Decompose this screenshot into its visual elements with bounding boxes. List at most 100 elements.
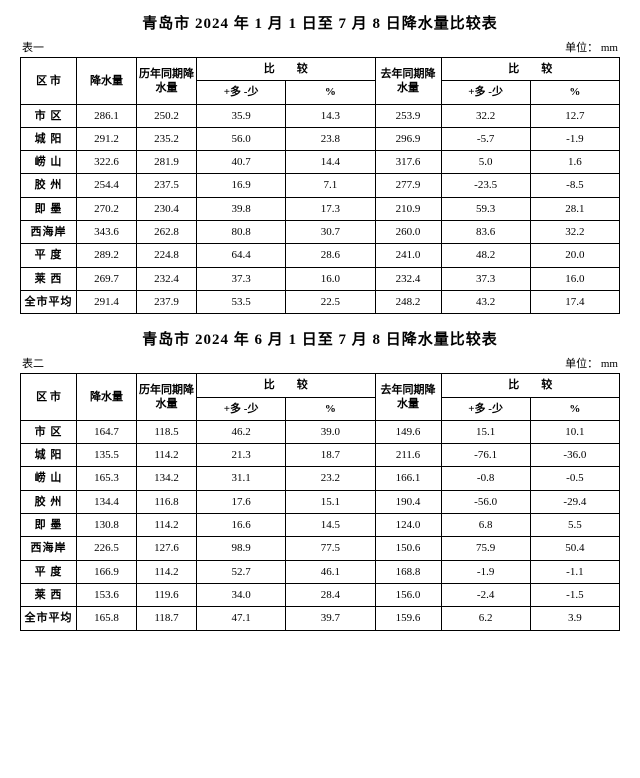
cell-hist: 237.5 xyxy=(137,174,197,197)
cell-diff: 39.8 xyxy=(197,197,286,220)
cell-diff: 21.3 xyxy=(197,444,286,467)
cell-pct: 7.1 xyxy=(286,174,375,197)
cell-pct2: -1.1 xyxy=(530,560,619,583)
table-row: 崂 山322.6281.940.714.4317.65.01.6 xyxy=(21,151,620,174)
cell-pct: 46.1 xyxy=(286,560,375,583)
cell-last: 277.9 xyxy=(375,174,441,197)
cell-diff2: 6.2 xyxy=(441,607,530,630)
cell-pct2: 32.2 xyxy=(530,221,619,244)
cell-pct2: 16.0 xyxy=(530,267,619,290)
cell-diff: 98.9 xyxy=(197,537,286,560)
cell-last: 211.6 xyxy=(375,444,441,467)
cell-precip: 291.2 xyxy=(77,127,137,150)
cell-diff: 31.1 xyxy=(197,467,286,490)
cell-hist: 224.8 xyxy=(137,244,197,267)
cell-diff2: 75.9 xyxy=(441,537,530,560)
cell-pct: 18.7 xyxy=(286,444,375,467)
cell-last: 168.8 xyxy=(375,560,441,583)
cell-diff2: 5.0 xyxy=(441,151,530,174)
cell-hist: 119.6 xyxy=(137,583,197,606)
table-row: 平 度289.2224.864.428.6241.048.220.0 xyxy=(21,244,620,267)
cell-precip: 166.9 xyxy=(77,560,137,583)
header-precip: 降水量 xyxy=(77,374,137,421)
table-row: 即 墨270.2230.439.817.3210.959.328.1 xyxy=(21,197,620,220)
cell-pct: 77.5 xyxy=(286,537,375,560)
cell-precip: 254.4 xyxy=(77,174,137,197)
cell-hist: 230.4 xyxy=(137,197,197,220)
cell-region: 市 区 xyxy=(21,420,77,443)
cell-diff: 64.4 xyxy=(197,244,286,267)
cell-precip: 286.1 xyxy=(77,104,137,127)
table-row: 胶 州254.4237.516.97.1277.9-23.5-8.5 xyxy=(21,174,620,197)
table-header-row: 区 市降水量历年同期降水量比 较去年同期降水量比 较 xyxy=(21,58,620,81)
cell-diff: 37.3 xyxy=(197,267,286,290)
header-lastyear: 去年同期降水量 xyxy=(375,374,441,421)
table-row: 全市平均291.4237.953.522.5248.243.217.4 xyxy=(21,290,620,313)
cell-region: 城 阳 xyxy=(21,127,77,150)
cell-diff: 80.8 xyxy=(197,221,286,244)
cell-last: 241.0 xyxy=(375,244,441,267)
header-pct2: % xyxy=(530,81,619,104)
precipitation-table: 区 市降水量历年同期降水量比 较去年同期降水量比 较+多 -少%+多 -少%市 … xyxy=(20,57,620,314)
table-section-2: 青岛市 2024 年 6 月 1 日至 7 月 8 日降水量比较表表二单位： m… xyxy=(20,328,620,630)
table-row: 平 度166.9114.252.746.1168.8-1.9-1.1 xyxy=(21,560,620,583)
cell-pct2: 10.1 xyxy=(530,420,619,443)
cell-diff: 40.7 xyxy=(197,151,286,174)
cell-region: 莱 西 xyxy=(21,267,77,290)
cell-region: 城 阳 xyxy=(21,444,77,467)
cell-last: 166.1 xyxy=(375,467,441,490)
cell-pct2: -29.4 xyxy=(530,490,619,513)
table-meta-row: 表二单位： mm xyxy=(20,355,620,371)
table-row: 西海岸343.6262.880.830.7260.083.632.2 xyxy=(21,221,620,244)
cell-region: 即 墨 xyxy=(21,197,77,220)
cell-precip: 134.4 xyxy=(77,490,137,513)
cell-hist: 250.2 xyxy=(137,104,197,127)
cell-pct: 39.7 xyxy=(286,607,375,630)
table-row: 全市平均165.8118.747.139.7159.66.23.9 xyxy=(21,607,620,630)
cell-last: 149.6 xyxy=(375,420,441,443)
cell-diff2: 37.3 xyxy=(441,267,530,290)
cell-region: 莱 西 xyxy=(21,583,77,606)
cell-last: 159.6 xyxy=(375,607,441,630)
table-row: 城 阳135.5114.221.318.7211.6-76.1-36.0 xyxy=(21,444,620,467)
cell-pct: 28.4 xyxy=(286,583,375,606)
cell-precip: 269.7 xyxy=(77,267,137,290)
cell-pct: 22.5 xyxy=(286,290,375,313)
cell-last: 156.0 xyxy=(375,583,441,606)
cell-region: 全市平均 xyxy=(21,290,77,313)
cell-pct2: -1.9 xyxy=(530,127,619,150)
cell-precip: 165.3 xyxy=(77,467,137,490)
header-diff: +多 -少 xyxy=(197,397,286,420)
cell-pct2: 20.0 xyxy=(530,244,619,267)
cell-pct2: -1.5 xyxy=(530,583,619,606)
cell-diff: 46.2 xyxy=(197,420,286,443)
cell-last: 190.4 xyxy=(375,490,441,513)
cell-diff2: 43.2 xyxy=(441,290,530,313)
table-label: 表二 xyxy=(22,355,44,371)
cell-pct: 30.7 xyxy=(286,221,375,244)
cell-pct: 39.0 xyxy=(286,420,375,443)
cell-last: 232.4 xyxy=(375,267,441,290)
cell-diff2: -1.9 xyxy=(441,560,530,583)
cell-last: 253.9 xyxy=(375,104,441,127)
cell-precip: 130.8 xyxy=(77,514,137,537)
cell-diff: 56.0 xyxy=(197,127,286,150)
header-diff: +多 -少 xyxy=(197,81,286,104)
table-unit: 单位： mm xyxy=(565,39,618,55)
cell-diff: 34.0 xyxy=(197,583,286,606)
cell-pct: 17.3 xyxy=(286,197,375,220)
table-title: 青岛市 2024 年 1 月 1 日至 7 月 8 日降水量比较表 xyxy=(20,12,620,33)
cell-hist: 118.7 xyxy=(137,607,197,630)
header-lastyear: 去年同期降水量 xyxy=(375,58,441,105)
header-region: 区 市 xyxy=(21,374,77,421)
cell-pct2: 5.5 xyxy=(530,514,619,537)
cell-hist: 114.2 xyxy=(137,514,197,537)
cell-pct2: 1.6 xyxy=(530,151,619,174)
cell-diff: 35.9 xyxy=(197,104,286,127)
cell-hist: 235.2 xyxy=(137,127,197,150)
cell-last: 210.9 xyxy=(375,197,441,220)
header-region: 区 市 xyxy=(21,58,77,105)
header-pct2: % xyxy=(530,397,619,420)
cell-pct2: 17.4 xyxy=(530,290,619,313)
cell-pct: 28.6 xyxy=(286,244,375,267)
